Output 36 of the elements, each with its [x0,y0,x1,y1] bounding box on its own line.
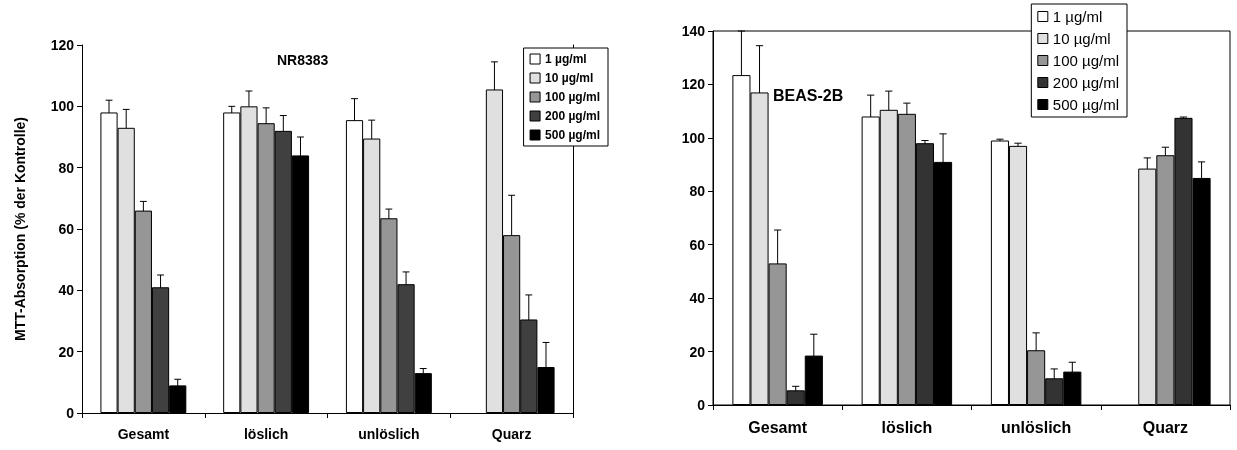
y-tick-label: 20 [58,343,75,360]
y-tick-label: 40 [689,290,706,307]
x-tick-label: Gesamt [748,418,808,436]
legend-label: 1 µg/ml [1052,8,1103,25]
text: NR8383 [276,52,329,68]
legend-label: 500 µg/ml [1052,96,1120,113]
legend-label: 100 µg/ml [545,90,600,104]
y-tick-label: 20 [689,343,706,360]
legend-label: 200 µg/ml [545,109,600,123]
x-tick-label: löslich [243,426,289,442]
y-tick-label: 100 [681,129,706,146]
y-tick-label: 40 [58,282,75,299]
y-tick-label: 100 [50,98,75,115]
x-tick-label: Quarz [1142,418,1189,436]
y-axis-title: MTT-Absorption (% der Kontrolle) [12,117,28,341]
y-tick-label: 60 [689,236,706,253]
y-tick-label: 60 [58,221,75,237]
legend-label: 500 µg/ml [545,128,600,142]
legend-label: 10 µg/ml [1052,30,1111,47]
y-tick-label: 140 [681,23,706,39]
legend-label: 10 µg/ml [545,71,594,85]
legend-label: 100 µg/ml [1052,52,1120,69]
y-tick-label: 120 [681,76,706,93]
y-tick-label: 0 [697,397,706,413]
legend-label: 200 µg/ml [1052,74,1120,91]
x-tick-label: unlöslich [358,426,420,442]
x-tick-label: unlöslich [1001,418,1072,436]
y-tick-label: 80 [58,159,75,176]
x-tick-label: Quarz [491,426,532,442]
y-tick-label: 0 [66,405,75,421]
x-tick-label: löslich [881,418,933,436]
text: BEAS-2B [773,86,844,104]
legend-label: 1 µg/ml [545,52,587,66]
x-tick-label: Gesamt [117,426,170,442]
y-tick-label: 120 [50,37,75,53]
y-tick-label: 80 [689,183,706,200]
